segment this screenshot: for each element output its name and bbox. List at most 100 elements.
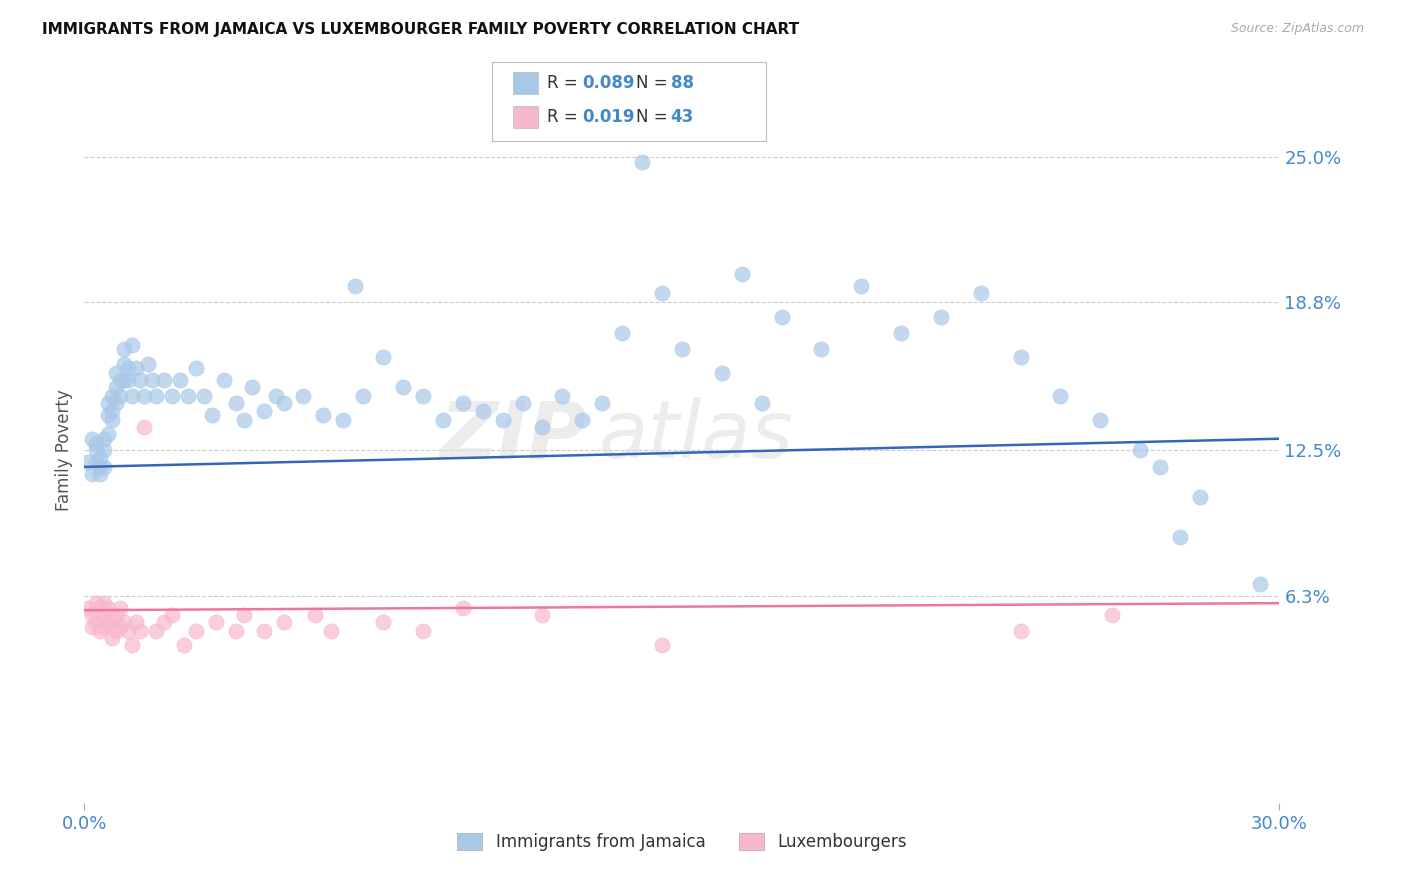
Point <box>93 432 115 446</box>
Point <box>970 286 993 301</box>
Point <box>212 373 235 387</box>
Point <box>89 450 111 465</box>
Point <box>225 624 247 639</box>
Point <box>205 615 228 629</box>
Point <box>451 600 474 615</box>
Point <box>929 310 952 324</box>
Point <box>591 396 613 410</box>
Point <box>105 366 128 380</box>
Point <box>344 279 367 293</box>
Point <box>1010 624 1032 639</box>
Point <box>93 596 115 610</box>
Point <box>112 615 135 629</box>
Point <box>412 389 434 403</box>
Point <box>110 619 132 633</box>
Point <box>890 326 912 340</box>
Text: 0.019: 0.019 <box>582 108 634 126</box>
Point <box>253 403 276 417</box>
Point <box>201 409 224 423</box>
Point <box>225 396 247 410</box>
Point <box>631 154 654 169</box>
Text: N =: N = <box>636 74 672 92</box>
Point <box>86 596 108 610</box>
Point <box>531 607 554 622</box>
Point <box>110 373 132 387</box>
Point <box>101 403 124 417</box>
Point <box>105 624 128 639</box>
Text: Source: ZipAtlas.com: Source: ZipAtlas.com <box>1230 22 1364 36</box>
Point <box>1168 530 1191 544</box>
Point <box>105 380 128 394</box>
Point <box>264 389 287 403</box>
Text: atlas: atlas <box>599 397 793 475</box>
Y-axis label: Family Poverty: Family Poverty <box>55 390 73 511</box>
Point <box>121 639 143 653</box>
Point <box>117 361 139 376</box>
Point <box>1049 389 1071 403</box>
Point <box>93 619 115 633</box>
Point <box>173 639 195 653</box>
Text: N =: N = <box>636 108 672 126</box>
Point <box>121 389 143 403</box>
Point <box>710 366 733 380</box>
Point <box>86 615 108 629</box>
Point <box>145 624 167 639</box>
Point <box>136 357 159 371</box>
Point <box>373 350 395 364</box>
Point <box>412 624 434 639</box>
Text: R =: R = <box>547 108 583 126</box>
Point <box>125 615 148 629</box>
Point <box>86 436 108 450</box>
Point <box>160 389 183 403</box>
Point <box>93 443 115 458</box>
Point <box>1010 350 1032 364</box>
Point <box>117 373 139 387</box>
Point <box>751 396 773 410</box>
Point <box>253 624 276 639</box>
Point <box>810 343 832 357</box>
Text: 43: 43 <box>671 108 695 126</box>
Point <box>93 459 115 474</box>
Point <box>321 624 343 639</box>
Point <box>132 389 156 403</box>
Point <box>232 413 254 427</box>
Point <box>304 607 326 622</box>
Point <box>86 443 108 458</box>
Text: 0.089: 0.089 <box>582 74 634 92</box>
Point <box>1101 607 1123 622</box>
Point <box>332 413 354 427</box>
Point <box>1149 459 1171 474</box>
Point <box>121 337 143 351</box>
Text: 88: 88 <box>671 74 693 92</box>
Point <box>273 396 295 410</box>
Point <box>273 615 295 629</box>
Point <box>184 361 207 376</box>
Point <box>82 607 104 622</box>
Point <box>110 389 132 403</box>
Point <box>89 600 111 615</box>
Point <box>1090 413 1112 427</box>
Point <box>392 380 415 394</box>
Point <box>89 467 111 481</box>
Point <box>169 373 191 387</box>
Point <box>112 373 135 387</box>
Point <box>232 607 254 622</box>
Point <box>101 413 124 427</box>
Point <box>82 619 104 633</box>
Point <box>1249 577 1271 591</box>
Point <box>851 279 873 293</box>
Point <box>770 310 793 324</box>
Point <box>160 607 183 622</box>
Point <box>86 455 108 469</box>
Point <box>141 373 163 387</box>
Point <box>731 268 754 282</box>
Point <box>571 413 593 427</box>
Point <box>240 380 263 394</box>
Point <box>671 343 693 357</box>
Point <box>82 432 104 446</box>
Point <box>77 455 100 469</box>
Point <box>97 409 120 423</box>
Point <box>184 624 207 639</box>
Point <box>1188 491 1211 505</box>
Point <box>129 624 152 639</box>
